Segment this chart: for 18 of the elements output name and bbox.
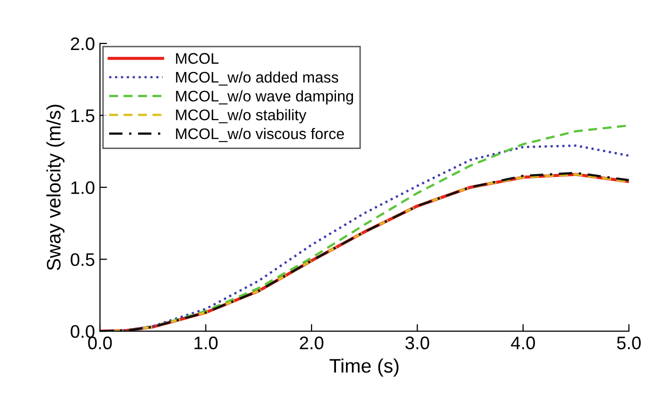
x-tick-label: 5.0 [617, 336, 641, 350]
legend-label: MCOL_w/o stability [176, 109, 306, 124]
legend-label: MCOL_w/o added mass [176, 71, 338, 86]
y-tick-label: 1.0 [71, 181, 94, 194]
x-tick-label: 0.0 [88, 336, 112, 350]
legend-label: MCOL_w/o wave damping [176, 90, 354, 105]
y-axis-title: Sway velocity (m/s) [46, 104, 64, 270]
x-axis-title: Time (s) [330, 358, 398, 377]
y-tick-label: 0.5 [70, 253, 94, 266]
x-tick-label: 1.0 [194, 336, 218, 350]
y-tick-label: 1.5 [71, 110, 94, 122]
x-tick-label: 3.0 [405, 336, 430, 350]
y-tick-label: 0.0 [70, 325, 94, 338]
x-tick-label: 4.0 [510, 336, 535, 350]
legend-label: MCOL [176, 53, 218, 64]
legend-label: MCOL_w/o viscous force [176, 128, 344, 142]
y-tick-label: 2.0 [70, 37, 94, 50]
x-tick-label: 2.0 [300, 336, 324, 350]
